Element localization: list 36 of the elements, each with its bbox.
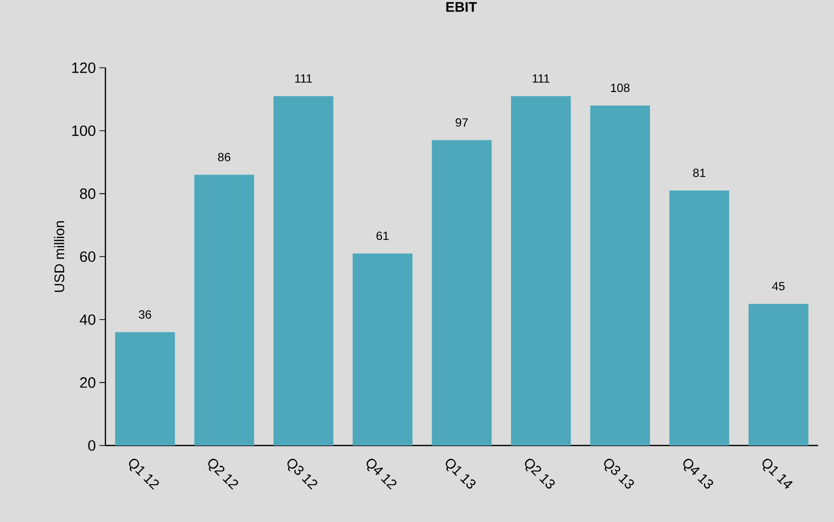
data-label: 36 xyxy=(138,310,152,319)
bar xyxy=(115,332,175,446)
x-tick-label: Q2 12 xyxy=(208,458,238,490)
y-axis-title: USD million xyxy=(54,221,64,292)
y-tick-label: 100 xyxy=(72,125,96,136)
data-label: 61 xyxy=(376,231,389,240)
y-tick-label: 20 xyxy=(80,377,96,388)
x-tick-label: Q3 12 xyxy=(287,458,318,490)
data-label: 111 xyxy=(295,74,312,82)
y-tick-label: 60 xyxy=(80,251,96,262)
bar xyxy=(669,190,730,446)
data-label: 86 xyxy=(218,152,230,162)
bar xyxy=(432,140,492,446)
data-label: 81 xyxy=(693,168,706,177)
data-label: 111 xyxy=(532,74,550,82)
x-tick-label: Q1 13 xyxy=(446,458,476,489)
data-label: 45 xyxy=(772,282,785,290)
bar xyxy=(590,105,650,446)
data-label: 97 xyxy=(456,118,468,127)
bar xyxy=(194,174,254,446)
x-tick-label: Q2 13 xyxy=(524,458,555,489)
bar xyxy=(352,253,412,446)
y-tick-label: 0 xyxy=(88,440,96,451)
bar xyxy=(748,304,808,446)
bar xyxy=(511,96,571,446)
chart-title: EBIT xyxy=(446,2,477,12)
bar xyxy=(273,96,334,446)
y-tick-label: 80 xyxy=(80,188,96,199)
x-tick-label: Q4 13 xyxy=(683,458,714,489)
y-tick-label: 40 xyxy=(80,314,96,325)
x-tick-label: Q3 13 xyxy=(604,458,634,489)
y-tick-label: 120 xyxy=(72,62,96,73)
x-tick-label: Q4 12 xyxy=(366,458,396,490)
data-label: 108 xyxy=(611,84,630,92)
x-tick-label: Q1 14 xyxy=(762,458,793,489)
x-tick-label: Q1 12 xyxy=(129,458,159,490)
